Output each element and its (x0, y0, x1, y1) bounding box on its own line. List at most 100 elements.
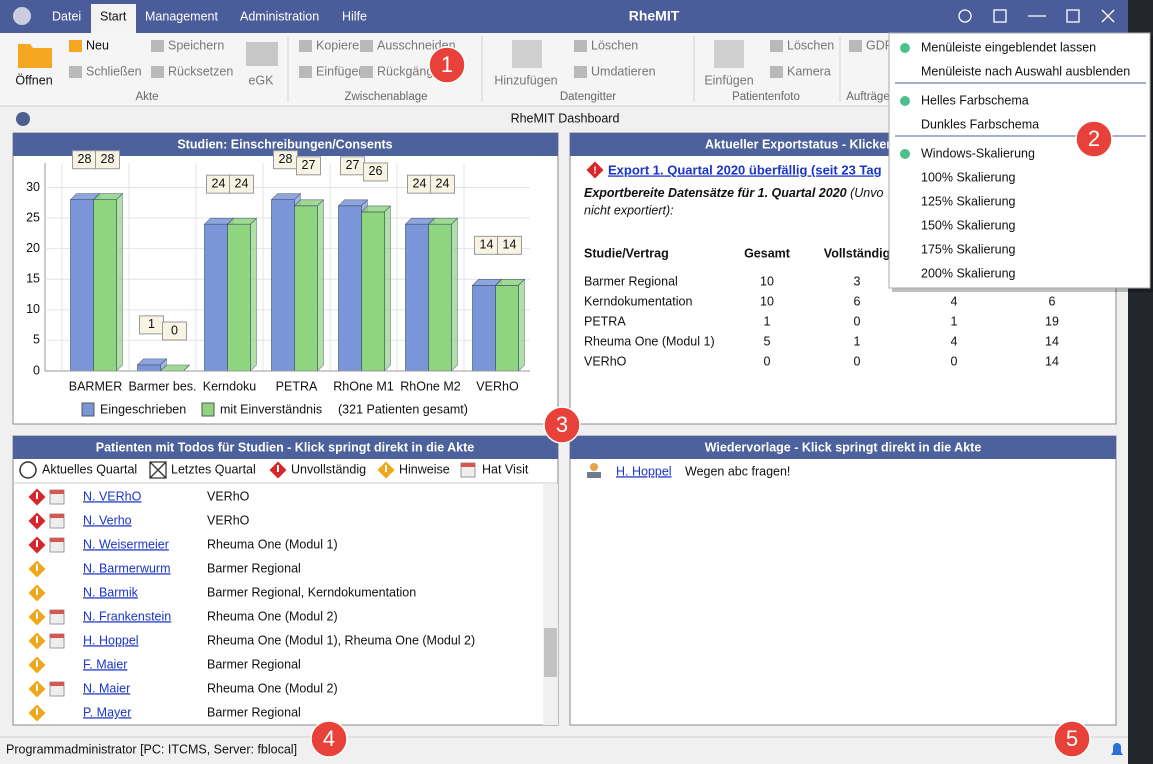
y-tick-label: 5 (33, 333, 40, 347)
menu-item[interactable]: Start (100, 9, 127, 23)
settings-icon[interactable] (16, 112, 30, 126)
button-icon (299, 40, 312, 52)
patient-link[interactable]: N. Frankenstein (83, 609, 171, 623)
menu-option[interactable]: Menüleiste nach Auswahl ausblenden (921, 64, 1130, 78)
bell-icon[interactable] (1111, 743, 1123, 755)
menu-option[interactable]: 150% Skalierung (921, 218, 1016, 232)
menu-item[interactable]: Datei (52, 9, 81, 23)
value-label: 24 (235, 176, 249, 190)
scroll-thumb[interactable] (544, 628, 557, 677)
table-cell: 4 (951, 334, 958, 348)
patient-link[interactable]: P. Mayer (83, 705, 131, 719)
status-icon-mark (36, 636, 38, 643)
patient-link[interactable]: N. Barmerwurm (83, 561, 171, 575)
patient-link[interactable]: N. VERhO (83, 489, 142, 503)
ribbon-button[interactable]: Einfügen (704, 73, 753, 87)
export-intro: Exportbereite Datensätze für 1. Quartal … (584, 186, 883, 200)
ribbon-button[interactable]: Ausschneiden (377, 38, 456, 52)
egk-icon (246, 42, 278, 66)
menu-item[interactable]: Management (145, 9, 218, 23)
patient-link[interactable]: N. Weisermeier (83, 537, 169, 551)
wv-name[interactable]: H. Hoppel (616, 464, 672, 478)
table-cell: 0 (854, 314, 861, 328)
button-icon (360, 66, 373, 78)
legend-swatch (81, 402, 95, 417)
ribbon-button[interactable]: GDP (866, 38, 893, 52)
check-dot (900, 96, 910, 106)
ribbon-button[interactable]: Schließen (86, 64, 142, 78)
callout-number: 5 (1066, 726, 1078, 751)
value-label: 14 (480, 238, 494, 252)
legend-label: Aktuelles Quartal (42, 462, 137, 476)
title-bar (0, 0, 1128, 33)
button-icon (770, 40, 783, 52)
legend-swatch (201, 402, 215, 417)
status-icon-mark (36, 612, 38, 619)
table-cell: 1 (951, 314, 958, 328)
menu-option[interactable]: Dunkles Farbschema (921, 117, 1039, 131)
ribbon-button[interactable]: Löschen (787, 38, 834, 52)
patient-studies: Barmer Regional, Kerndokumentation (207, 585, 416, 599)
ribbon-button[interactable]: Rückgängig (377, 64, 443, 78)
x-tick-label: PETRA (276, 379, 318, 393)
patient-studies: Barmer Regional (207, 657, 301, 671)
export-warning[interactable]: Export 1. Quartal 2020 überfällig (seit … (608, 162, 882, 177)
ribbon-group-label: Datengitter (560, 91, 616, 103)
menu-item[interactable]: Hilfe (342, 9, 367, 23)
y-tick-label: 25 (26, 210, 40, 224)
ribbon-button[interactable]: Umdatieren (591, 64, 656, 78)
menu-option[interactable]: 100% Skalierung (921, 170, 1016, 184)
menu-option[interactable]: 175% Skalierung (921, 242, 1016, 256)
x-tick-label: Kerndoku (203, 379, 257, 393)
check-dot (900, 149, 910, 159)
intro-bold: Exportbereite Datensätze für 1. Quartal … (584, 186, 847, 200)
bar (360, 205, 392, 372)
table-cell: 0 (854, 354, 861, 368)
calendar-top (50, 610, 64, 614)
callout (310, 720, 348, 758)
patient-link[interactable]: N. Verho (83, 513, 132, 527)
patient-studies: Rheuma One (Modul 2) (207, 609, 338, 623)
table-cell: VERhO (584, 354, 627, 368)
table-cell: Barmer Regional (584, 274, 678, 288)
value-label: 27 (346, 158, 360, 172)
bar (293, 199, 325, 372)
value-label: 14 (503, 238, 517, 252)
value-label: 27 (302, 158, 316, 172)
ribbon-button[interactable]: Speichern (168, 38, 224, 52)
ribbon-button[interactable]: Löschen (591, 38, 638, 52)
menu-option[interactable]: Windows-Skalierung (921, 146, 1035, 160)
panel-title: Studien: Einschreibungen/Consents (177, 137, 392, 151)
ribbon-button[interactable]: Neu (86, 38, 109, 52)
ribbon-button[interactable]: Kopieren (316, 38, 366, 52)
menu-option[interactable]: Menüleiste eingeblendet lassen (921, 40, 1096, 54)
button-icon (151, 40, 164, 52)
legend-icon (19, 461, 37, 479)
table-cell: Rheuma One (Modul 1) (584, 334, 715, 348)
ribbon-group-label: Aufträge (846, 91, 889, 103)
patient-link[interactable]: N. Maier (83, 681, 130, 695)
ribbon-button[interactable]: Öffnen (15, 73, 52, 87)
patient-link[interactable]: N. Barmik (83, 585, 139, 599)
menu-option[interactable]: 200% Skalierung (921, 266, 1016, 280)
legend-icon-mark (385, 465, 387, 472)
window-controls[interactable] (958, 9, 1115, 23)
ribbon-button[interactable]: Rücksetzen (168, 64, 233, 78)
menu-option[interactable]: Helles Farbschema (921, 93, 1029, 107)
legend-icon-mark (277, 465, 279, 472)
patient-link[interactable]: H. Hoppel (83, 633, 139, 647)
patient-link[interactable]: F. Maier (83, 657, 127, 671)
value-label: 26 (369, 164, 383, 178)
value-label: 28 (279, 152, 293, 166)
export-warning-icon: ! (586, 161, 604, 179)
ribbon-button[interactable]: eGK (248, 73, 274, 87)
scrollbar[interactable] (543, 484, 558, 725)
menu-item[interactable]: Administration (240, 9, 319, 23)
ribbon-button[interactable]: Kamera (787, 64, 831, 78)
calendar-top (50, 634, 64, 638)
menu-option[interactable]: 125% Skalierung (921, 194, 1016, 208)
ribbon-button[interactable]: Hinzufügen (494, 73, 557, 87)
x-tick-label: Barmer bes. (128, 379, 196, 393)
ribbon-button[interactable]: Einfügen (316, 64, 365, 78)
status-text: Programmadministrator [PC: ITCMS, Server… (6, 742, 297, 756)
